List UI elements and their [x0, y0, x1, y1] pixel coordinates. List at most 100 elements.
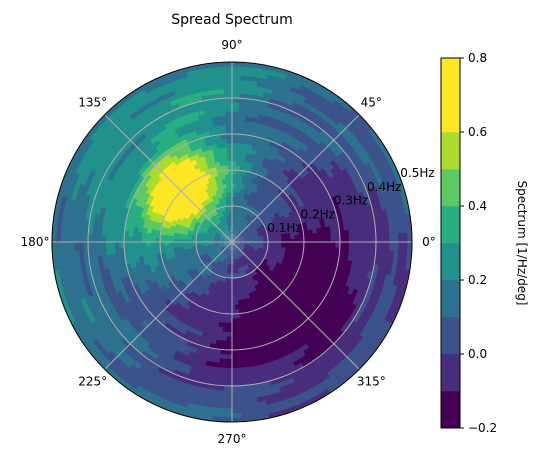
contour-cell	[220, 247, 226, 251]
contour-cell	[236, 268, 239, 274]
contour-cell	[302, 252, 309, 259]
contour-cell	[228, 250, 231, 256]
contour-cell	[219, 245, 225, 249]
contour-cell	[237, 178, 242, 185]
contour-cell	[230, 101, 240, 108]
contour-cell	[207, 271, 213, 277]
contour-cell	[195, 238, 201, 241]
contour-cell	[253, 235, 260, 239]
contour-cell	[222, 253, 226, 259]
contour-cell	[219, 129, 227, 135]
contour-cell	[226, 259, 229, 265]
contour-cell	[237, 115, 246, 122]
contour-cell	[210, 116, 220, 123]
contour-cell	[247, 257, 252, 263]
contour-cell	[73, 233, 80, 244]
contour-cell	[378, 255, 385, 267]
contour-cell	[208, 225, 214, 230]
contour-cell	[114, 235, 120, 244]
contour-cell	[247, 262, 253, 268]
contour-cell	[69, 242, 75, 253]
contour-cell	[244, 245, 251, 248]
contour-cell	[379, 224, 386, 235]
contour-cell	[261, 261, 267, 267]
contour-cell	[226, 349, 234, 356]
contour-cell	[205, 246, 211, 250]
contour-cell	[240, 267, 244, 273]
contour-cell	[101, 228, 107, 237]
contour-cell	[229, 264, 232, 270]
contour-cell	[235, 237, 241, 240]
contour-cell	[172, 235, 179, 240]
contour-cell	[245, 243, 251, 246]
contour-cell	[241, 222, 246, 228]
contour-cell	[225, 250, 229, 255]
contour-cell	[223, 248, 227, 254]
contour-cell	[217, 330, 224, 337]
contour-cell	[366, 247, 372, 257]
contour-cell	[223, 243, 229, 247]
contour-cell	[235, 237, 241, 241]
angle-tick-label: 45°	[361, 96, 382, 110]
contour-cell	[272, 391, 284, 400]
contour-cell	[245, 283, 251, 290]
contour-cell	[213, 325, 220, 332]
contour-cell	[212, 330, 219, 337]
contour-cell	[190, 258, 197, 264]
contour-cell	[267, 260, 273, 265]
contour-cell	[180, 372, 191, 380]
contour-cell	[119, 247, 125, 255]
contour-cell	[119, 224, 126, 232]
contour-cell	[329, 251, 336, 259]
contour-cell	[209, 218, 214, 224]
contour-cell	[188, 225, 195, 230]
contour-cell	[138, 217, 146, 225]
contour-cell	[212, 215, 218, 221]
contour-cell	[312, 245, 319, 251]
contour-cell	[217, 242, 224, 245]
contour-cell	[253, 256, 260, 261]
contour-cell	[193, 225, 200, 230]
contour-cell	[239, 252, 244, 258]
contour-cell	[106, 254, 113, 264]
contour-cell	[240, 281, 245, 287]
contour-cell	[243, 260, 248, 266]
contour-cell	[273, 257, 279, 263]
contour-cell	[257, 231, 264, 236]
contour-cell	[371, 232, 377, 242]
contour-cell	[208, 239, 215, 242]
contour-cell	[245, 253, 251, 258]
contour-cell	[230, 128, 238, 135]
contour-cell	[235, 244, 240, 249]
contour-cell	[212, 357, 221, 364]
contour-cell	[123, 236, 129, 244]
contour-cell	[97, 220, 104, 230]
colorbar-tick-label: 0.8	[468, 51, 487, 65]
contour-cell	[222, 258, 226, 264]
contour-cell	[224, 224, 228, 230]
contour-cell	[132, 236, 138, 244]
contour-cell	[238, 371, 248, 378]
contour-cell	[214, 348, 222, 355]
contour-cell	[101, 255, 108, 264]
contour-cell	[238, 253, 242, 259]
contour-cell	[241, 138, 249, 145]
contour-cell	[243, 352, 252, 359]
contour-cell	[247, 215, 253, 222]
contour-cell	[206, 230, 212, 235]
contour-cell	[342, 222, 349, 231]
contour-cell	[233, 246, 236, 252]
contour-cell	[232, 349, 240, 356]
contour-cell	[127, 231, 134, 238]
contour-cell	[220, 257, 224, 263]
contour-cell	[330, 235, 337, 242]
contour-cell	[220, 262, 225, 268]
contour-cell	[240, 262, 244, 268]
contour-cell	[232, 381, 242, 387]
contour-cell	[191, 219, 197, 224]
contour-cell	[250, 253, 257, 258]
contour-cell	[224, 254, 228, 260]
contour-cell	[275, 99, 286, 108]
contour-cell	[236, 272, 240, 279]
contour-cell	[266, 228, 272, 233]
